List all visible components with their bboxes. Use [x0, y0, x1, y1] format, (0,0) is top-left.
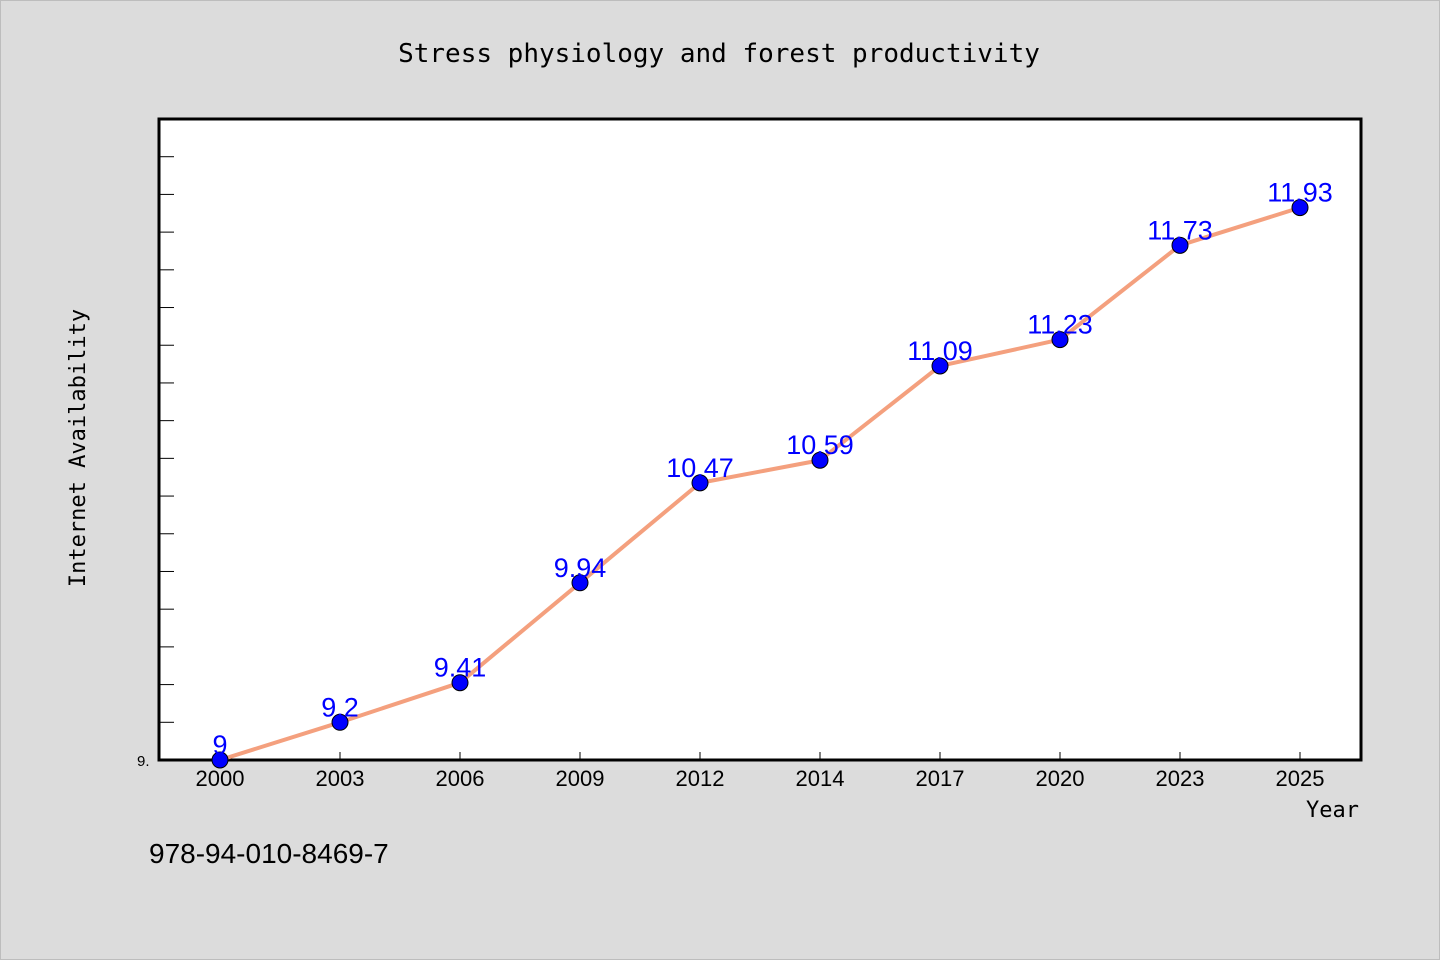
x-tick-label: 2014	[796, 766, 845, 791]
chart-title: Stress physiology and forest productivit…	[398, 39, 1040, 69]
y-axis-ticks	[159, 118, 174, 761]
data-point	[331, 713, 349, 731]
data-label: 9.41	[434, 653, 487, 683]
data-label: 11.23	[1027, 310, 1093, 340]
x-tick-label: 2000	[196, 766, 245, 791]
x-tick-label: 2012	[676, 766, 725, 791]
data-point	[211, 751, 229, 769]
data-label: 9	[212, 730, 227, 760]
data-point	[931, 357, 949, 375]
series-line	[218, 205, 1302, 762]
x-tick-label: 2020	[1036, 766, 1085, 791]
y-axis-label: Internet Availability	[66, 309, 91, 587]
data-point	[1171, 236, 1189, 254]
data-point	[691, 474, 709, 492]
data-label: 11.93	[1267, 178, 1333, 208]
x-tick-label: 2003	[316, 766, 365, 791]
y-tick-label: 9.	[137, 753, 150, 770]
data-point	[571, 574, 589, 592]
x-tick-label: 2009	[556, 766, 605, 791]
data-label: 9.94	[554, 553, 607, 583]
data-point	[1291, 199, 1309, 217]
data-label: 11.09	[907, 336, 973, 366]
data-label: 10.59	[786, 430, 854, 460]
data-point	[811, 451, 829, 469]
x-tick-label: 2023	[1156, 766, 1205, 791]
data-label: 11.73	[1147, 215, 1213, 245]
x-tick-label: 2025	[1276, 766, 1325, 791]
data-label: 10.47	[666, 453, 734, 483]
x-tick-label: 2006	[436, 766, 485, 791]
data-label: 9.2	[321, 692, 359, 722]
isbn-text: 978-94-010-8469-7	[149, 838, 389, 869]
plot-area	[157, 117, 1363, 762]
data-point	[1051, 331, 1069, 349]
x-axis-label: Year	[1306, 798, 1359, 823]
series-group: 9 9.2 9.41 9.94 10.47 10.59 11.09 11.23 11.73 11.…	[211, 178, 1333, 769]
x-tick-label: 2017	[916, 766, 965, 791]
data-point	[451, 674, 469, 692]
